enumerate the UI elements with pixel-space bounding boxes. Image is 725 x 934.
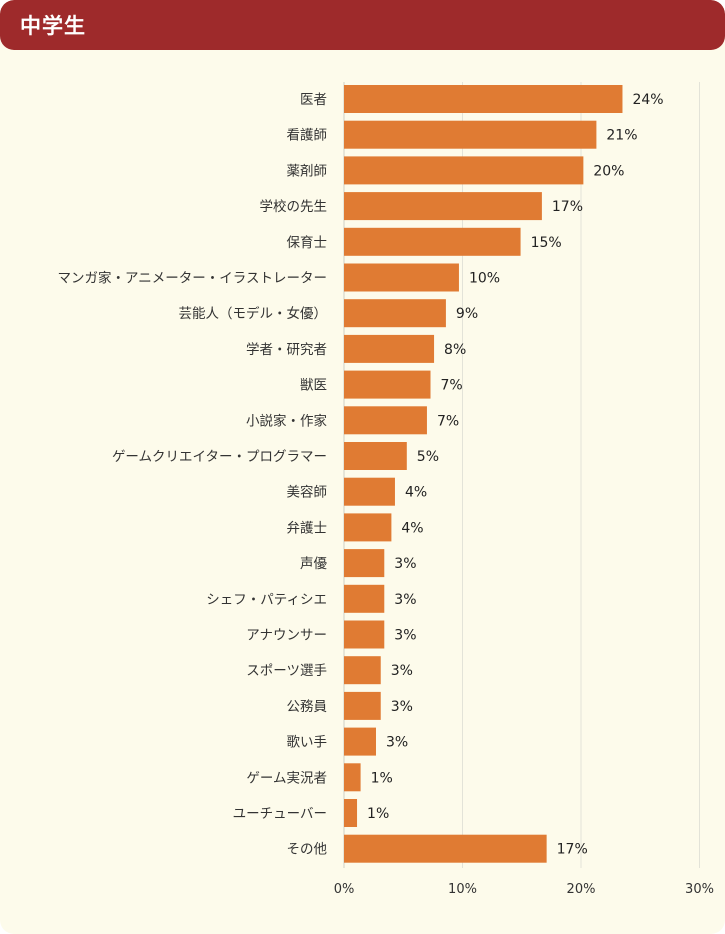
bar	[344, 763, 361, 792]
value-label: 15%	[531, 235, 562, 251]
category-label: 歌い手	[287, 735, 328, 751]
value-label: 4%	[401, 520, 423, 536]
category-label: 医者	[300, 92, 327, 108]
header-bar: 中学生	[0, 0, 725, 50]
category-label: 獣医	[300, 378, 327, 394]
bar	[344, 656, 381, 685]
value-label: 5%	[417, 449, 439, 465]
category-label: 美容師	[287, 484, 328, 501]
x-tick-label: 0%	[334, 882, 355, 897]
category-label: マンガ家・アニメーター・イラストレーター	[58, 270, 327, 287]
value-label: 21%	[606, 128, 637, 144]
category-label: 学校の先生	[260, 198, 328, 215]
value-label: 3%	[386, 735, 408, 751]
category-label: 弁護士	[287, 520, 328, 536]
value-label: 1%	[367, 806, 389, 822]
value-label: 3%	[394, 592, 416, 608]
bar	[344, 834, 547, 863]
category-label: アナウンサー	[246, 628, 327, 644]
value-label: 1%	[371, 770, 393, 786]
bar	[344, 156, 584, 185]
x-tick-label: 20%	[567, 882, 596, 897]
value-label: 4%	[405, 485, 427, 501]
category-label: 芸能人（モデル・女優）	[179, 305, 328, 322]
value-label: 9%	[456, 306, 478, 322]
category-label: 小説家・作家	[246, 412, 327, 429]
bar	[344, 120, 597, 149]
bar	[344, 85, 623, 113]
bar	[344, 799, 358, 827]
bar	[344, 406, 427, 435]
category-label: スポーツ選手	[246, 663, 327, 679]
bar	[344, 334, 435, 363]
value-label: 24%	[632, 92, 663, 108]
category-label: 薬剤師	[287, 163, 328, 179]
x-tick-label: 10%	[448, 882, 477, 897]
bar	[344, 263, 459, 292]
value-label: 17%	[557, 842, 588, 858]
category-label: シェフ・パティシエ	[206, 592, 327, 608]
category-label: 保育士	[287, 235, 328, 251]
page-title: 中学生	[20, 14, 86, 38]
category-label: 声優	[300, 556, 327, 572]
bar	[344, 513, 392, 542]
bar	[344, 370, 431, 399]
category-label: 公務員	[287, 699, 328, 715]
value-label: 3%	[391, 663, 413, 679]
category-label: その他	[287, 842, 328, 858]
value-label: 3%	[394, 628, 416, 644]
value-label: 20%	[593, 163, 624, 179]
value-label: 7%	[437, 413, 459, 429]
category-label: ゲーム実況者	[246, 770, 327, 786]
category-label: 看護師	[287, 128, 328, 144]
bar	[344, 691, 381, 720]
value-label: 3%	[391, 699, 413, 715]
bar	[344, 299, 446, 328]
value-label: 17%	[552, 199, 583, 215]
category-label: 学者・研究者	[246, 342, 327, 358]
value-label: 8%	[444, 342, 466, 358]
bar	[344, 442, 407, 470]
bar	[344, 584, 385, 613]
x-tick-label: 30%	[685, 882, 714, 897]
bar	[344, 620, 385, 649]
bar	[344, 477, 395, 506]
value-label: 3%	[394, 556, 416, 572]
bar	[344, 727, 376, 756]
bar	[344, 227, 521, 256]
category-label: ゲームクリエイター・プログラマー	[112, 449, 327, 465]
value-label: 7%	[441, 378, 463, 394]
category-label: ユーチューバー	[233, 806, 327, 822]
bar	[344, 549, 385, 578]
bar	[344, 192, 542, 221]
value-label: 10%	[469, 271, 500, 287]
